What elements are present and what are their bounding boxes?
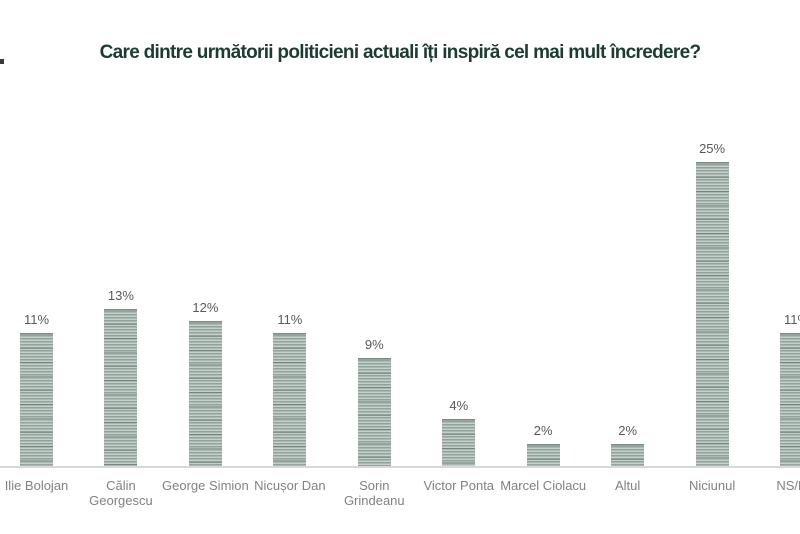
bar	[611, 444, 645, 468]
bar	[188, 321, 222, 468]
x-axis-category-label: Ilie Bolojan	[4, 478, 69, 493]
bar-value-label: 11%	[277, 312, 303, 327]
bar-value-label: 9%	[364, 337, 384, 352]
bar	[20, 333, 53, 468]
bar-value-label: 2%	[618, 423, 638, 438]
bar	[780, 333, 800, 468]
bar	[695, 162, 729, 468]
bar-value-label: 11%	[23, 312, 50, 327]
x-axis-category-label: Marcel Ciolacu	[500, 478, 587, 493]
bar-value-label: 12%	[192, 300, 219, 315]
x-axis-category-label: Sorin Grindeanu	[343, 478, 405, 508]
bar-value-label: 11%	[784, 312, 800, 327]
x-axis-category-label: NS/NR	[776, 478, 800, 493]
x-axis-category-label: Niciunul	[688, 478, 736, 493]
left-edge-artifact	[0, 59, 4, 64]
bar	[357, 358, 391, 468]
x-axis-category-label: Altul	[614, 478, 641, 493]
x-axis-line	[0, 466, 800, 468]
x-axis-category-label: Călin Georgescu	[89, 478, 153, 508]
bar	[526, 444, 560, 468]
bar-value-label: 13%	[107, 288, 134, 303]
bar-value-label: 4%	[449, 398, 469, 413]
bar	[442, 419, 476, 468]
bar	[273, 333, 307, 468]
x-axis-category-label: George Simion	[162, 478, 249, 493]
bar	[104, 309, 138, 468]
x-axis-category-label: Nicușor Dan	[254, 478, 326, 493]
x-axis-category-label: Victor Ponta	[423, 478, 495, 493]
bar-value-label: 25%	[699, 141, 726, 156]
bar-value-label: 2%	[533, 423, 553, 438]
chart-title: Care dintre următorii politicieni actual…	[99, 42, 701, 63]
